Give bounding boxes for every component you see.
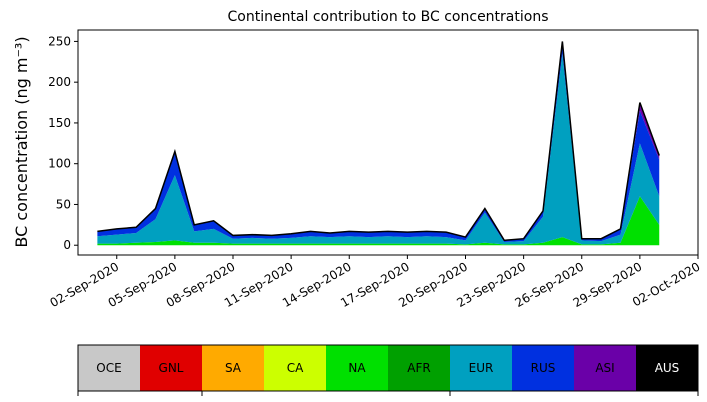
legend-label: ASI (595, 361, 614, 375)
y-tick-label: 50 (56, 197, 71, 211)
legend-item: GNL (140, 345, 202, 391)
legend-swatch (326, 345, 388, 391)
y-tick-label: 250 (48, 34, 71, 48)
y-tick-label: 150 (48, 116, 71, 130)
legend-swatch (512, 345, 574, 391)
y-axis-label: BC concentration (ng m⁻³) (12, 36, 31, 247)
y-tick-label: 100 (48, 157, 71, 171)
legend-label: OCE (96, 361, 121, 375)
legend-swatch (450, 345, 512, 391)
legend-label: AFR (407, 361, 430, 375)
legend-swatch (264, 345, 326, 391)
legend-swatch (388, 345, 450, 391)
legend-label: CA (287, 361, 304, 375)
legend-item: AFR (388, 345, 450, 391)
y-tick-label: 200 (48, 75, 71, 89)
legend-item: AUS (636, 345, 698, 391)
legend-label: GNL (159, 361, 184, 375)
legend-item: NA (326, 345, 388, 391)
legend-swatch (78, 345, 140, 391)
legend-frame (77, 344, 699, 392)
legend-label: EUR (469, 361, 494, 375)
legend-swatch (636, 345, 698, 391)
legend-item: OCE (78, 345, 140, 391)
stacked-area (97, 41, 660, 242)
legend-item: EUR (450, 345, 512, 391)
legend-label: NA (348, 361, 366, 375)
legend-label: RUS (531, 361, 556, 375)
stacked-area (97, 53, 660, 245)
legend-swatch (140, 345, 202, 391)
legend-label: SA (225, 361, 242, 375)
legend-label: AUS (655, 361, 680, 375)
legend-item: SA (202, 345, 264, 391)
legend-item: ASI (574, 345, 636, 391)
legend-swatch (574, 345, 636, 391)
y-tick-label: 0 (63, 238, 71, 252)
legend-item: RUS (512, 345, 574, 391)
plot-frame (77, 29, 699, 256)
legend-item: CA (264, 345, 326, 391)
legend-swatch (202, 345, 264, 391)
chart-title: Continental contribution to BC concentra… (227, 9, 548, 25)
